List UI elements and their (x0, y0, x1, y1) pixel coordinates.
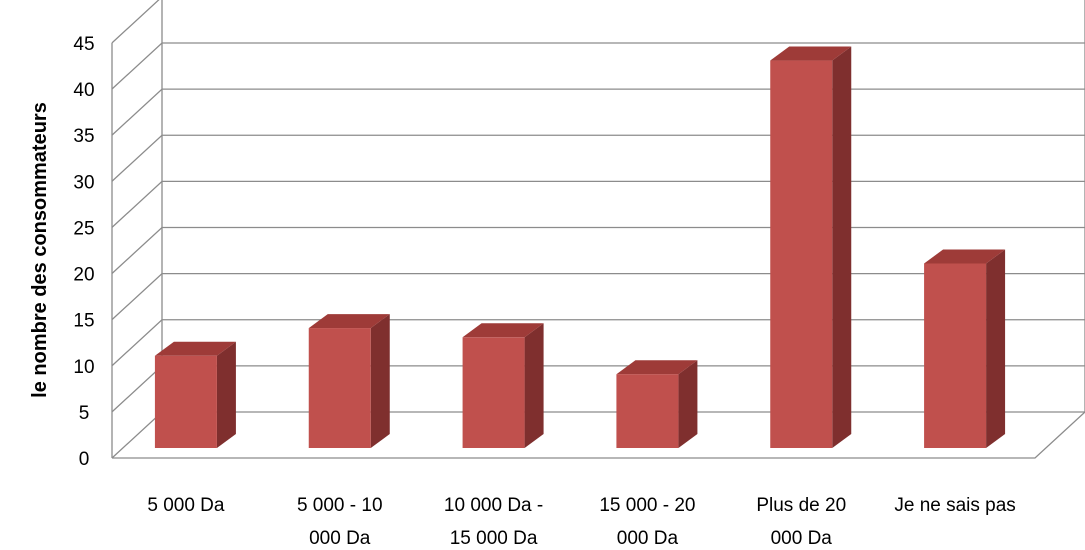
gridline (111, 0, 160, 44)
x-category-labels: 5 000 Da 5 000 - 10 000 Da 10 000 Da - 15 00… (147, 495, 1015, 549)
gridline (111, 134, 1085, 182)
bar (616, 360, 698, 448)
x-category-label: 10 000 Da - 15 000 Da (444, 495, 543, 549)
x-category-label: 5 000 - 10 000 Da (297, 495, 383, 549)
bar-side (370, 314, 390, 448)
x-category-label-line: 15 000 - 20 (599, 495, 695, 516)
gridline (111, 88, 1085, 136)
x-category-label-line: Je ne sais pas (894, 495, 1015, 516)
y-tick-label: 0 (79, 449, 90, 470)
y-tick-label: 30 (73, 172, 94, 193)
bar-top (154, 341, 236, 356)
gridlines (111, 0, 1085, 459)
bars (154, 46, 1006, 449)
y-tick-label: 20 (73, 265, 94, 286)
bar (924, 249, 1006, 448)
bar (154, 341, 236, 448)
y-tick-label: 15 (73, 311, 94, 332)
gridline (111, 180, 1085, 228)
bar-front (770, 60, 833, 449)
bar-top (308, 314, 390, 329)
x-category-label: 15 000 - 20 000 Da (599, 495, 695, 549)
x-category-label-line: 000 Da (617, 528, 679, 549)
x-category-label-line: 10 000 Da - (444, 495, 543, 516)
bar-front (308, 328, 371, 448)
bar-side (678, 360, 698, 448)
bar (308, 314, 390, 448)
y-tick-label: 40 (73, 80, 94, 101)
y-tick-labels: 0 5 10 15 20 25 30 35 40 45 (73, 34, 94, 470)
x-category-label-line: Plus de 20 (756, 495, 846, 516)
x-category-label-line: 15 000 Da (450, 528, 538, 549)
x-category-label-line: 000 Da (771, 528, 833, 549)
bar-side (832, 46, 852, 449)
y-tick-label: 25 (73, 218, 94, 239)
bar-top (924, 249, 1006, 264)
gridline (111, 42, 1085, 90)
bar-side (216, 341, 236, 448)
x-category-label: Plus de 20 000 Da (756, 495, 846, 549)
bar-front (462, 337, 525, 448)
bar-front (616, 374, 679, 448)
y-tick-label: 5 (79, 403, 90, 424)
bar-side (524, 323, 544, 448)
y-axis-label: le nombre des consommateurs (29, 102, 51, 398)
x-category-label: Je ne sais pas (894, 495, 1015, 516)
bar-front (924, 263, 987, 448)
y-tick-label: 10 (73, 357, 94, 378)
x-category-label: 5 000 Da (147, 495, 225, 516)
y-tick-label: 35 (73, 126, 94, 147)
floor-edge (112, 411, 1085, 459)
bar-top (462, 323, 544, 338)
x-category-label-line: 000 Da (309, 528, 371, 549)
x-category-label-line: 5 000 Da (147, 495, 225, 516)
x-category-label-line: 5 000 - 10 (297, 495, 383, 516)
bar-front (154, 355, 217, 448)
y-tick-label: 45 (73, 34, 94, 55)
bar-side (986, 249, 1006, 448)
bar (462, 323, 544, 448)
bar-top (616, 360, 698, 375)
bar (770, 46, 852, 449)
bar-top (770, 46, 852, 61)
